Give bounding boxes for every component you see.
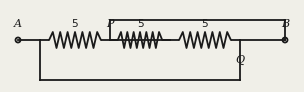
- Text: P: P: [106, 19, 114, 29]
- Text: B: B: [281, 19, 289, 29]
- Text: Q: Q: [235, 55, 244, 65]
- Text: 5: 5: [202, 19, 208, 29]
- Text: 5: 5: [137, 19, 143, 29]
- Text: 5: 5: [72, 19, 78, 29]
- Text: A: A: [14, 19, 22, 29]
